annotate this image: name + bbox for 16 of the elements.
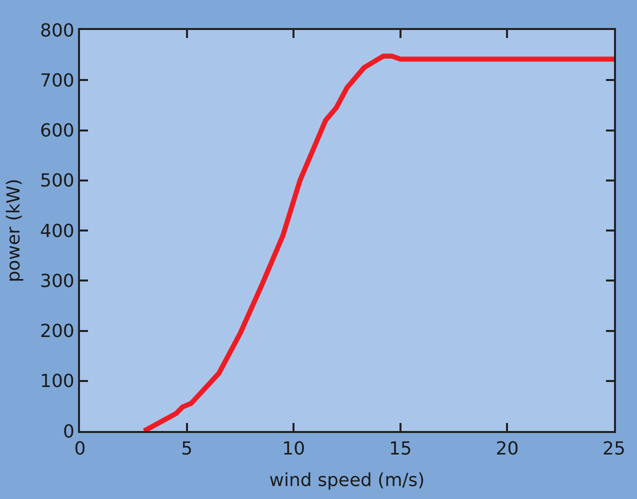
x-tick-label: 25 [602,438,626,460]
x-tick-label: 20 [496,438,519,460]
x-axis-title: wind speed (m/s) [269,470,425,492]
y-tick-label: 400 [40,220,74,242]
y-tick-label: 500 [40,170,74,192]
y-axis-title: power (kW) [4,178,25,282]
y-tick-label: 800 [40,20,74,42]
y-tick-label: 0 [62,421,74,442]
y-tick-label: 100 [40,371,74,392]
y-tick-label: 300 [40,270,74,292]
x-tick-label: 5 [181,438,193,460]
y-tick-label: 200 [40,321,74,342]
y-tick-label: 700 [40,70,74,92]
y-tick-label: 600 [40,120,74,142]
x-tick-label: 10 [282,438,306,460]
x-tick-label: 15 [388,438,412,460]
